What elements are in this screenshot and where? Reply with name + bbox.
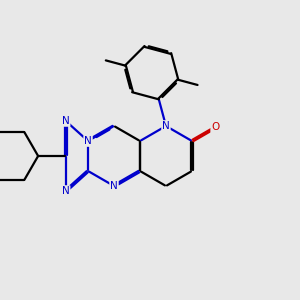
Text: N: N xyxy=(62,116,70,126)
Text: N: N xyxy=(62,186,70,196)
Text: O: O xyxy=(211,122,219,133)
Text: N: N xyxy=(84,136,92,146)
Text: N: N xyxy=(162,121,170,131)
Text: N: N xyxy=(110,181,118,191)
